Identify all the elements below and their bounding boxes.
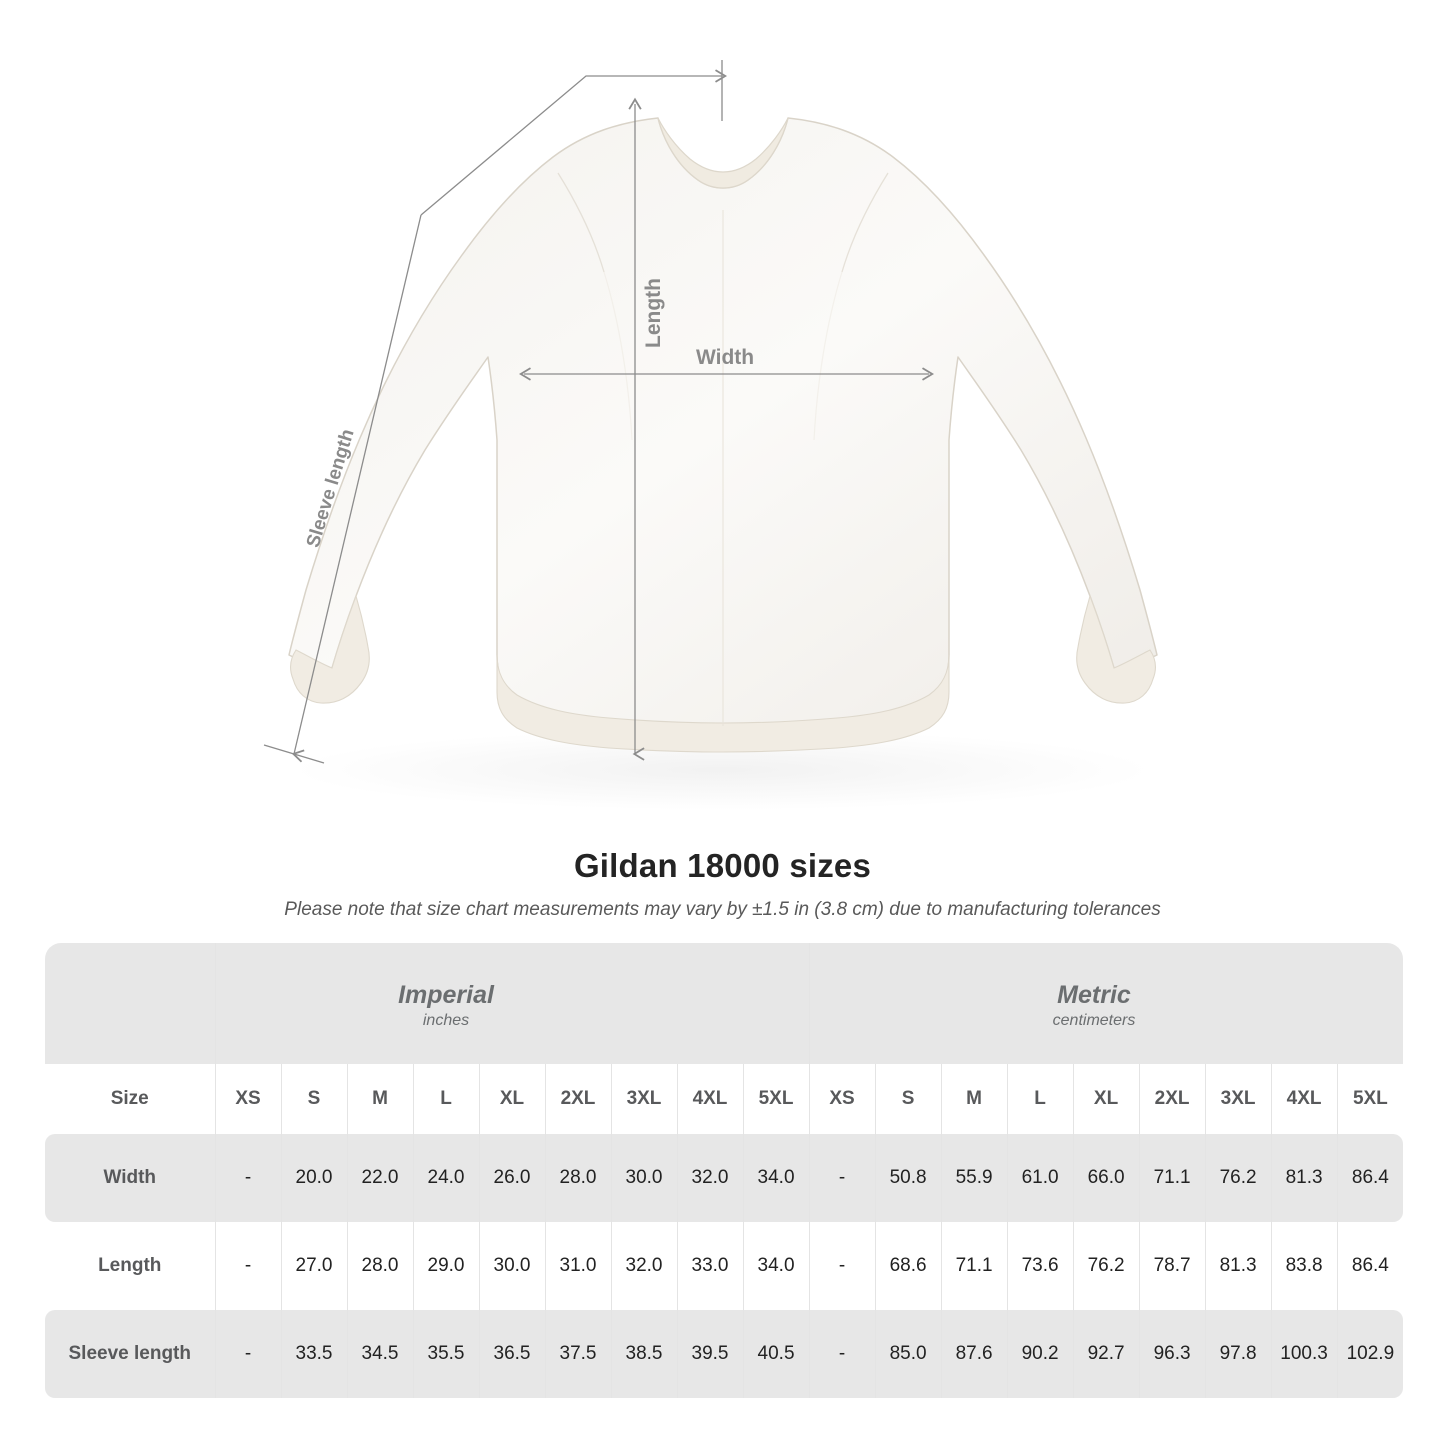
svg-text:Length: Length	[642, 278, 665, 348]
svg-text:Width: Width	[696, 346, 754, 369]
